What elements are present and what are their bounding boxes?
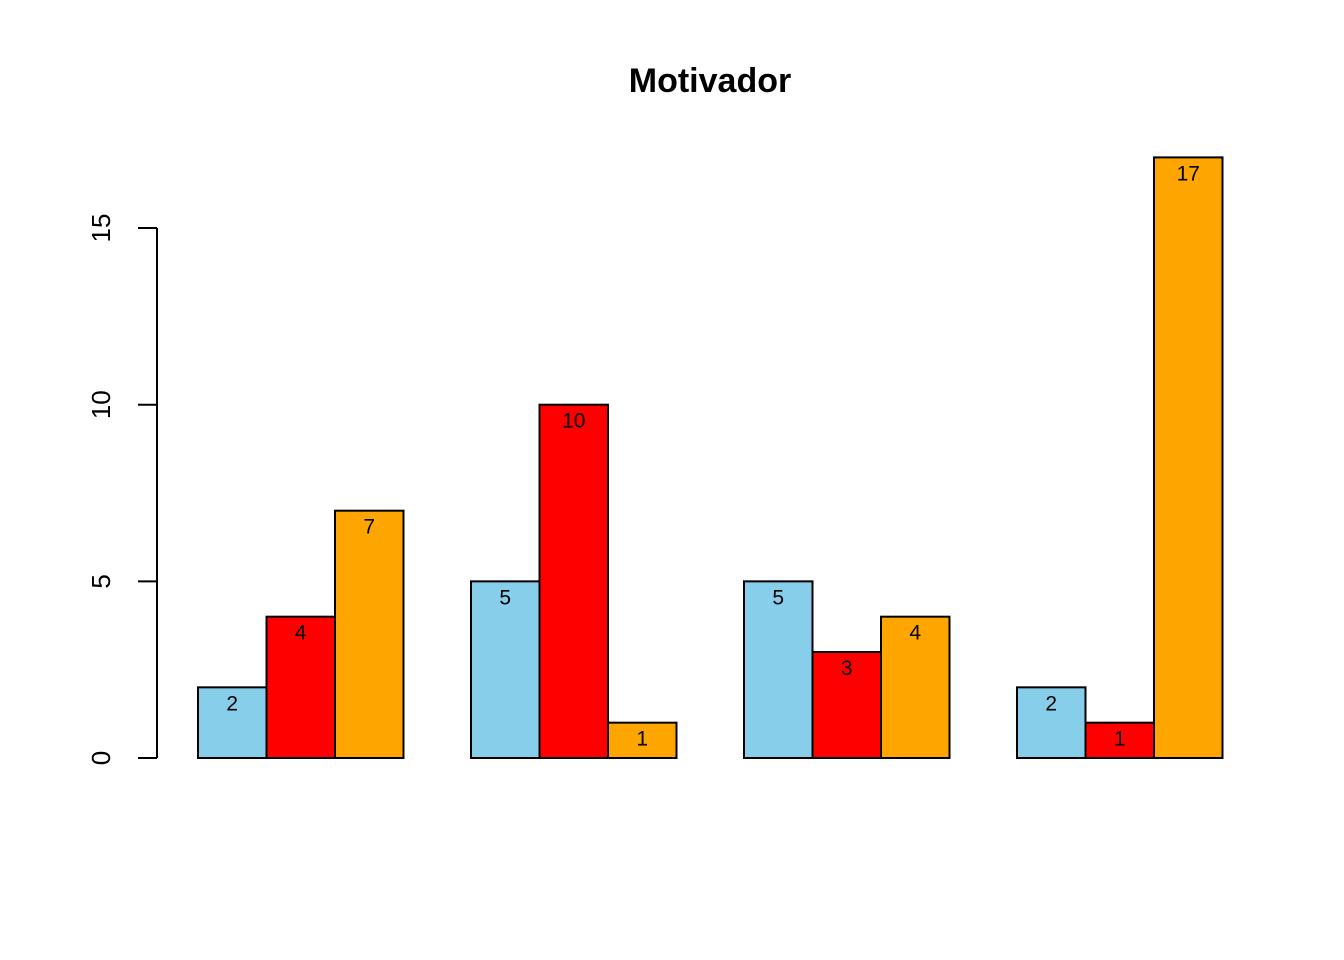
bar-value-label: 4 bbox=[909, 622, 921, 645]
bar-value-label: 4 bbox=[295, 622, 307, 645]
bar-value-label: 5 bbox=[772, 586, 784, 609]
y-tick-label: 15 bbox=[86, 214, 116, 243]
y-axis: 0 5 10 15 bbox=[86, 214, 158, 765]
bar bbox=[334, 509, 405, 759]
bars bbox=[197, 156, 1224, 760]
bar bbox=[1153, 156, 1224, 759]
bar-value-label: 1 bbox=[1114, 728, 1126, 751]
bar-value-label: 7 bbox=[363, 516, 375, 539]
bar bbox=[538, 403, 609, 759]
chart-title: Motivador bbox=[629, 62, 791, 100]
y-tick-label: 5 bbox=[86, 574, 116, 588]
bar bbox=[880, 615, 951, 759]
bar bbox=[265, 615, 336, 759]
bar-value-label: 1 bbox=[636, 728, 648, 751]
bar-value-label: 5 bbox=[499, 586, 511, 609]
bar-value-label: 10 bbox=[562, 410, 585, 433]
y-tick-label: 10 bbox=[86, 390, 116, 419]
bar-value-label: 2 bbox=[226, 692, 238, 715]
bar-value-label: 17 bbox=[1177, 162, 1200, 185]
bar bbox=[743, 580, 814, 759]
y-tick-label: 0 bbox=[86, 751, 116, 765]
bar bbox=[470, 580, 541, 759]
bar-value-label: 2 bbox=[1045, 692, 1057, 715]
bar-value-label: 3 bbox=[841, 657, 853, 680]
bar bbox=[607, 721, 678, 759]
